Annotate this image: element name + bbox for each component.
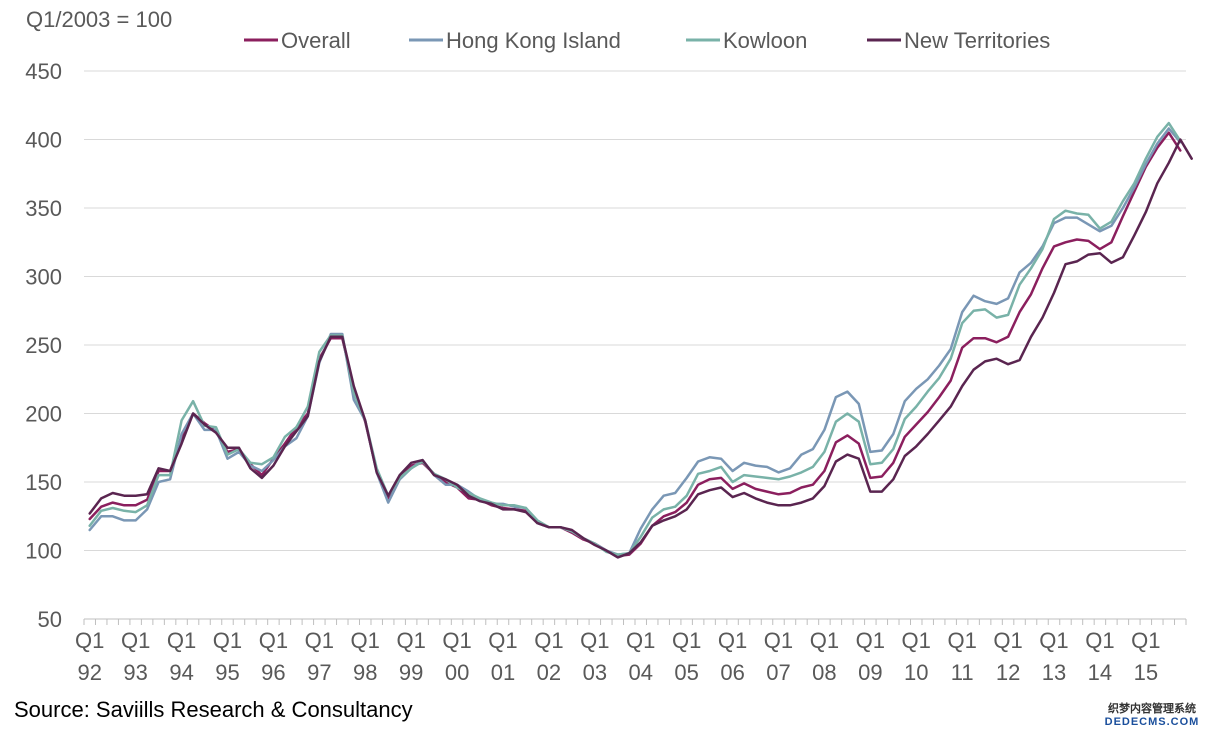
x-tick-label-quarter: Q1 [534, 628, 563, 653]
source-note: Source: Saviills Research & Consultancy [14, 697, 413, 722]
x-tick-label-year: 08 [812, 660, 836, 685]
x-tick-label-year: 93 [123, 660, 147, 685]
x-tick-label-year: 01 [491, 660, 515, 685]
y-tick-label-450: 450 [25, 59, 62, 84]
series-line-overall [88, 131, 1182, 558]
watermark-line-2: DEDECMS.COM [1104, 716, 1200, 728]
x-tick-label-quarter: Q1 [167, 628, 196, 653]
y-axis-label: Q1/2003 = 100 [26, 7, 173, 32]
x-tick-label-year: 92 [77, 660, 101, 685]
x-tick-label-year: 95 [215, 660, 239, 685]
watermark-line-1: 织梦内容管理系统 [1108, 703, 1196, 715]
x-tick-label-year: 13 [1042, 660, 1066, 685]
x-tick-label-quarter: Q1 [1085, 628, 1114, 653]
x-tick-label-year: 94 [169, 660, 193, 685]
x-tick-label-quarter: Q1 [1131, 628, 1160, 653]
legend: Overall Hong Kong Island Kowloon New Territ… [244, 28, 1050, 53]
x-tick-label-year: 97 [307, 660, 331, 685]
y-tick-label-250: 250 [25, 333, 62, 358]
x-tick-label-quarter: Q1 [764, 628, 793, 653]
x-tick-label-year: 14 [1088, 660, 1112, 685]
y-tick-label-200: 200 [25, 402, 62, 427]
x-tick-label-quarter: Q1 [856, 628, 885, 653]
x-tick-label-quarter: Q1 [580, 628, 609, 653]
y-tick-label-150: 150 [25, 470, 62, 495]
x-tick-label-quarter: Q1 [305, 628, 334, 653]
series-line-hong-kong-island [88, 127, 1182, 556]
x-axis: Q1 92 Q1 93 Q1 94 Q1 95 Q1 96 Q1 97 Q1 98 Q1 99 Q1 00 Q1 01… [75, 618, 1187, 685]
y-tick-label-350: 350 [25, 196, 62, 221]
watermark-logo: 织梦内容管理系统 DEDECMS.COM [1098, 703, 1206, 729]
x-tick-label-year: 12 [996, 660, 1020, 685]
x-tick-label-year: 00 [445, 660, 469, 685]
x-tick-label-quarter: Q1 [213, 628, 242, 653]
x-tick-label-quarter: Q1 [75, 628, 104, 653]
x-tick-label-quarter: Q1 [396, 628, 425, 653]
series-lines [88, 121, 1193, 559]
y-tick-label-300: 300 [25, 265, 62, 290]
gridlines [84, 70, 1186, 551]
legend-label-overall: Overall [281, 28, 351, 53]
x-tick-label-quarter: Q1 [902, 628, 931, 653]
x-tick-label-year: 96 [261, 660, 285, 685]
x-tick-label-year: 05 [674, 660, 698, 685]
x-tick-label-quarter: Q1 [442, 628, 471, 653]
x-tick-label-year: 09 [858, 660, 882, 685]
x-tick-label-year: 11 [951, 660, 974, 685]
y-tick-label-100: 100 [25, 539, 62, 564]
y-tick-labels: 50 100 150 200 250 300 350 400 450 [25, 59, 62, 632]
legend-label-hong-kong-island: Hong Kong Island [446, 28, 621, 53]
y-tick-label-400: 400 [25, 128, 62, 153]
x-tick-label-year: 07 [766, 660, 790, 685]
x-tick-label-year: 99 [399, 660, 423, 685]
x-tick-label-quarter: Q1 [947, 628, 976, 653]
series-line-new-territories [88, 138, 1193, 559]
x-tick-label-year: 03 [583, 660, 607, 685]
series-line-kowloon [88, 121, 1182, 556]
x-tick-label-year: 04 [628, 660, 652, 685]
x-tick-label-quarter: Q1 [351, 628, 380, 653]
x-tick-label-quarter: Q1 [626, 628, 655, 653]
legend-label-kowloon: Kowloon [723, 28, 807, 53]
x-tick-label-year: 15 [1134, 660, 1158, 685]
y-tick-label-50: 50 [38, 607, 62, 632]
x-tick-label-quarter: Q1 [1039, 628, 1068, 653]
x-tick-label-year: 02 [537, 660, 561, 685]
x-tick-label-quarter: Q1 [121, 628, 150, 653]
x-tick-label-year: 98 [353, 660, 377, 685]
legend-label-new-territories: New Territories [904, 28, 1050, 53]
x-tick-label-quarter: Q1 [810, 628, 839, 653]
x-tick-label-quarter: Q1 [718, 628, 747, 653]
x-tick-label-quarter: Q1 [672, 628, 701, 653]
x-tick-label-year: 10 [904, 660, 928, 685]
x-tick-label-quarter: Q1 [259, 628, 288, 653]
x-tick-label-quarter: Q1 [993, 628, 1022, 653]
x-tick-label-year: 06 [720, 660, 744, 685]
x-tick-label-quarter: Q1 [488, 628, 517, 653]
